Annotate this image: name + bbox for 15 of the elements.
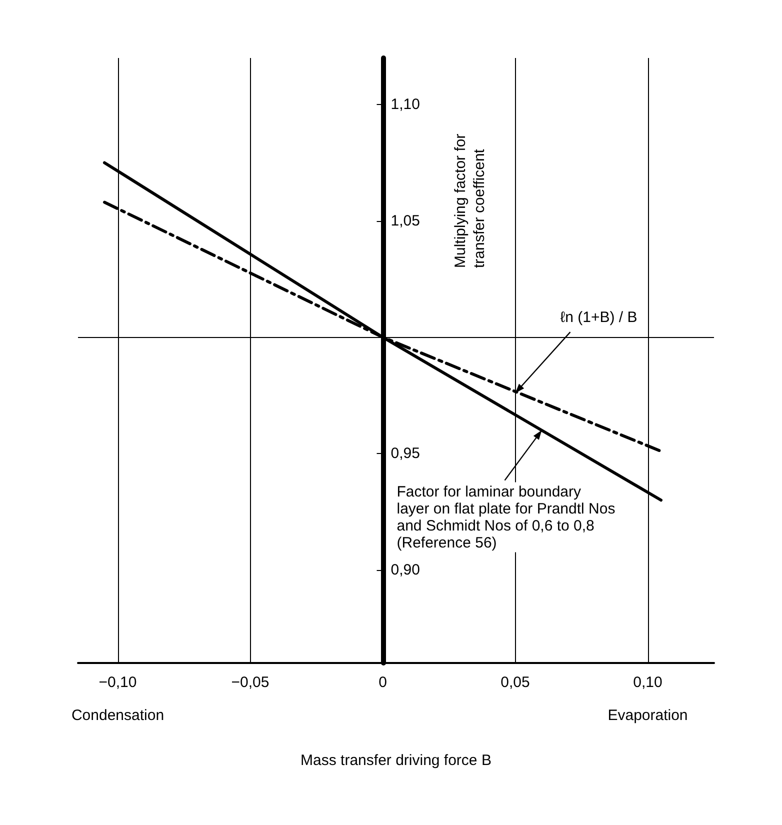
annotation: ℓn (1+B) / B — [560, 309, 638, 326]
x-tick-label: −0,10 — [98, 674, 137, 691]
y-tick-label: 1,05 — [390, 212, 420, 230]
x-tick-label: 0,05 — [500, 674, 530, 691]
y-tick-label: 0,90 — [390, 561, 420, 578]
text: Evaporation — [608, 707, 688, 724]
annotation: Factor for laminar boundary layer on flat plate for Prandtl Nos and Schmidt Nos of 0,6 to 0,8 (Reference 56) — [396, 483, 616, 552]
x-tick-label: 0,10 — [633, 674, 662, 691]
x-tick-label: −0,05 — [231, 674, 270, 691]
x-axis-title: Mass transfer driving force B — [300, 752, 492, 769]
y-tick-label: 0,95 — [390, 445, 420, 462]
text: Condensation — [71, 707, 164, 724]
x-tick-label: 0 — [378, 674, 387, 691]
y-axis-title: Multiplying factor for transfer coefficent — [452, 130, 488, 268]
y-tick-label: 1,10 — [390, 96, 420, 114]
